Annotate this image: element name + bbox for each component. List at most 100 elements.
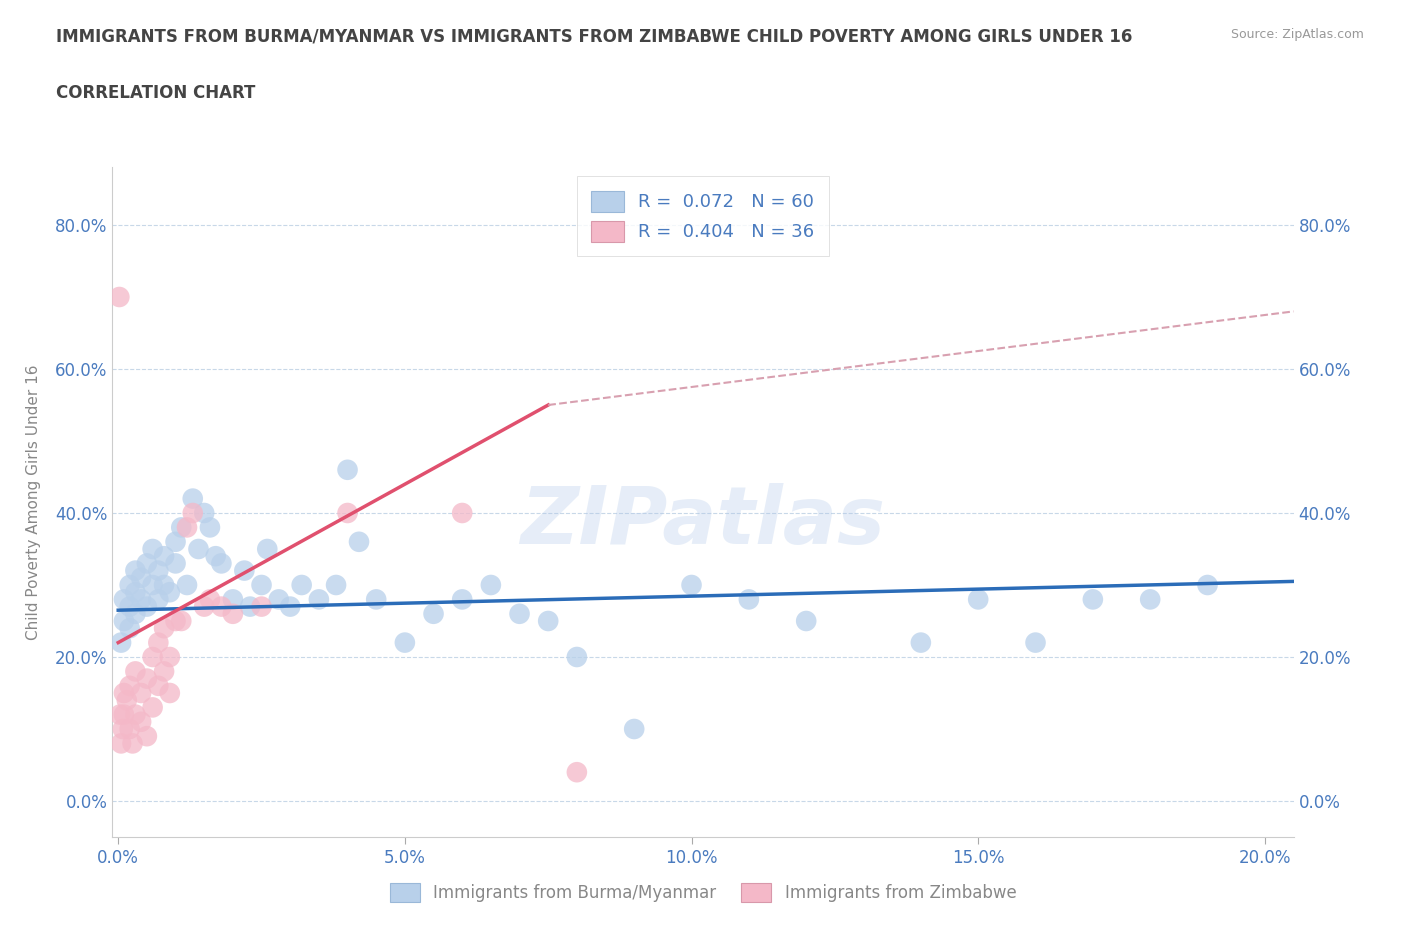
Point xyxy=(1139,592,1161,607)
Text: IMMIGRANTS FROM BURMA/MYANMAR VS IMMIGRANTS FROM ZIMBABWE CHILD POVERTY AMONG GI: IMMIGRANTS FROM BURMA/MYANMAR VS IMMIGRA… xyxy=(56,28,1133,46)
Point xyxy=(135,599,157,614)
Point xyxy=(451,506,474,521)
Point xyxy=(794,614,817,629)
Point xyxy=(124,606,146,621)
Point xyxy=(170,614,193,629)
Point xyxy=(910,635,932,650)
Point xyxy=(129,570,152,585)
Point xyxy=(108,707,131,722)
Point xyxy=(135,556,157,571)
Point xyxy=(118,620,141,635)
Point xyxy=(222,606,245,621)
Point xyxy=(278,599,301,614)
Point xyxy=(537,614,560,629)
Point xyxy=(681,578,703,592)
Point xyxy=(148,678,170,693)
Point xyxy=(291,578,314,592)
Point xyxy=(142,578,165,592)
Point xyxy=(118,599,141,614)
Point xyxy=(135,671,157,686)
Point xyxy=(198,520,221,535)
Point xyxy=(153,549,176,564)
Point xyxy=(165,614,187,629)
Point xyxy=(479,578,502,592)
Point xyxy=(451,592,474,607)
Point xyxy=(181,491,204,506)
Point xyxy=(193,506,215,521)
Point xyxy=(129,592,152,607)
Point xyxy=(165,556,187,571)
Point xyxy=(148,564,170,578)
Point xyxy=(239,599,262,614)
Point xyxy=(967,592,990,607)
Legend: Immigrants from Burma/Myanmar, Immigrants from Zimbabwe: Immigrants from Burma/Myanmar, Immigrant… xyxy=(382,876,1024,909)
Point xyxy=(112,592,135,607)
Point xyxy=(509,606,531,621)
Point xyxy=(422,606,444,621)
Point xyxy=(135,729,157,744)
Point xyxy=(118,578,141,592)
Point xyxy=(112,707,135,722)
Point xyxy=(565,764,588,779)
Point xyxy=(308,592,330,607)
Point xyxy=(159,685,181,700)
Point xyxy=(124,564,146,578)
Point xyxy=(1197,578,1219,592)
Text: CORRELATION CHART: CORRELATION CHART xyxy=(56,84,256,101)
Point xyxy=(118,678,141,693)
Point xyxy=(142,541,165,556)
Point xyxy=(159,649,181,664)
Point xyxy=(148,592,170,607)
Point xyxy=(176,520,198,535)
Point xyxy=(336,506,359,521)
Point xyxy=(153,620,176,635)
Point xyxy=(112,614,135,629)
Point xyxy=(1081,592,1104,607)
Point xyxy=(124,664,146,679)
Point xyxy=(222,592,245,607)
Point xyxy=(148,635,170,650)
Point xyxy=(336,462,359,477)
Point xyxy=(165,535,187,550)
Point xyxy=(110,635,132,650)
Point xyxy=(565,649,588,664)
Point xyxy=(394,635,416,650)
Point xyxy=(204,549,226,564)
Point xyxy=(142,649,165,664)
Point xyxy=(209,556,232,571)
Point xyxy=(159,585,181,600)
Point xyxy=(250,578,273,592)
Point xyxy=(108,289,131,304)
Point xyxy=(176,578,198,592)
Point xyxy=(153,664,176,679)
Point xyxy=(187,541,209,556)
Point xyxy=(170,520,193,535)
Point xyxy=(121,736,143,751)
Point xyxy=(115,693,138,708)
Point xyxy=(267,592,290,607)
Y-axis label: Child Poverty Among Girls Under 16: Child Poverty Among Girls Under 16 xyxy=(27,365,41,640)
Point xyxy=(110,736,132,751)
Point xyxy=(366,592,388,607)
Point xyxy=(256,541,278,556)
Point xyxy=(111,722,134,737)
Point xyxy=(129,685,152,700)
Point xyxy=(347,535,370,550)
Point xyxy=(233,564,256,578)
Text: ZIPatlas: ZIPatlas xyxy=(520,484,886,562)
Point xyxy=(250,599,273,614)
Point xyxy=(623,722,645,737)
Point xyxy=(198,592,221,607)
Point xyxy=(325,578,347,592)
Point xyxy=(738,592,761,607)
Point xyxy=(1025,635,1047,650)
Point xyxy=(181,506,204,521)
Point xyxy=(209,599,232,614)
Point xyxy=(118,722,141,737)
Point xyxy=(153,578,176,592)
Point xyxy=(142,700,165,715)
Point xyxy=(129,714,152,729)
Point xyxy=(124,585,146,600)
Text: Source: ZipAtlas.com: Source: ZipAtlas.com xyxy=(1230,28,1364,41)
Point xyxy=(193,599,215,614)
